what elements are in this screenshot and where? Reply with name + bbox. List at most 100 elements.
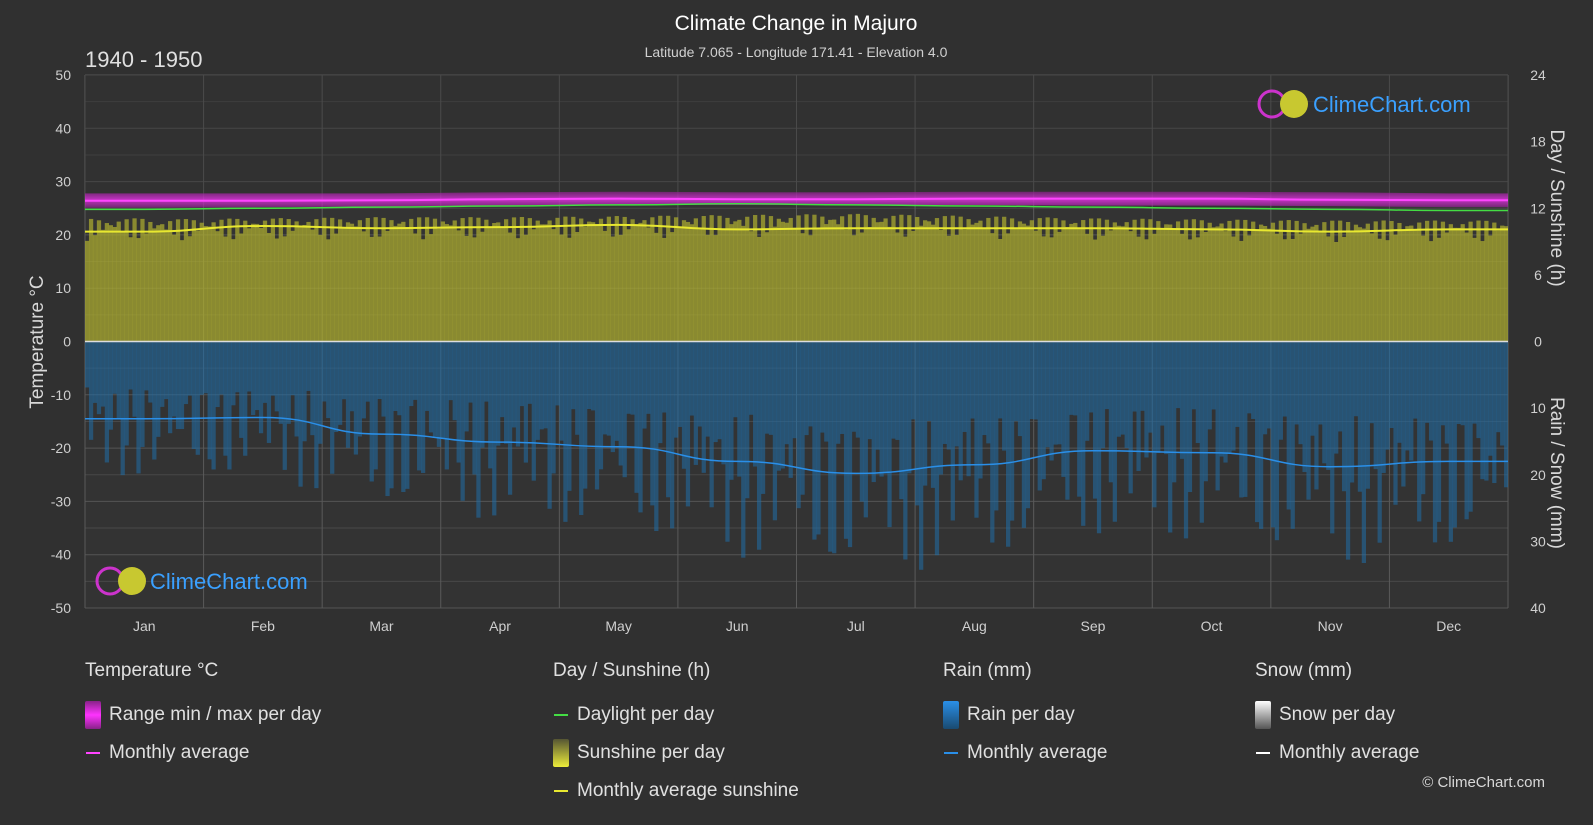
sunshine-day-bar [448,225,453,342]
sunshine-day-bar [326,239,331,342]
sunshine-day-bar [855,213,861,342]
rain-day-bar [215,341,220,408]
rain-day-bar [836,341,841,444]
sunshine-day-bar [610,236,615,342]
rain-day-bar [420,341,426,473]
sunshine-day-bar [1405,226,1410,342]
sunshine-day-bar [144,233,149,342]
legend-item: Monthly average [109,742,250,763]
rain-day-bar [1310,341,1315,436]
sunshine-day-bar [262,220,268,342]
rain-day-bar [555,341,560,406]
sunshine-day-bar [1314,224,1319,342]
sunshine-day-bar [543,224,548,342]
rain-day-bar [820,341,825,433]
sunshine-day-bar [1353,224,1359,342]
rain-day-bar [1432,341,1438,543]
rain-day-bar [1104,341,1110,410]
rain-day-bar [1468,341,1473,512]
rain-day-bar [1017,341,1023,437]
left-tick-label: 50 [55,67,71,83]
rain-day-bar [1334,341,1339,454]
rain-day-bar [1085,341,1090,441]
sunshine-day-bar [772,226,778,342]
sunshine-day-bar [215,231,220,342]
sunshine-day-bar [1444,232,1450,342]
sunshine-day-bar [227,218,232,342]
sunshine-day-bar [685,221,691,342]
sunshine-day-bar [274,238,279,342]
sunshine-day-bar [642,220,647,342]
sunshine-day-bar [436,228,442,342]
rain-day-bar [816,341,821,535]
rain-day-bar [104,341,110,463]
sunshine-day-bar [1484,220,1489,342]
sunshine-day-bar [1219,223,1224,342]
sunshine-day-bar [630,219,635,342]
sunshine-day-bar [223,236,228,342]
rain-day-bar [1357,341,1363,492]
sunshine-day-bar [515,238,521,342]
rain-day-bar [341,341,347,400]
rain-day-bar [788,341,793,478]
rain-day-bar [171,341,177,417]
rain-day-bar [1464,341,1469,520]
sunshine-day-bar [1203,231,1208,342]
sunshine-day-bar [377,236,382,342]
sunshine-day-bar [1397,222,1402,342]
sunshine-day-bar [1187,239,1193,342]
rain-day-bar [594,341,600,490]
sunshine-day-bar [729,224,734,342]
sunshine-day-bar [432,218,438,342]
rain-day-bar [1452,341,1457,528]
rain-day-bar [539,341,544,430]
rain-day-bar [587,341,592,410]
rain-day-bar [1472,341,1477,424]
rain-day-bar [697,341,702,427]
sunshine-day-bar [998,238,1003,342]
rain-day-bar [551,341,556,474]
sunshine-day-bar [650,217,655,342]
rain-swatch [943,701,959,729]
sunshine-day-bar [195,230,200,342]
sunshine-day-bar [369,236,374,342]
rain-day-bar [128,341,133,390]
rain-day-bar [108,341,113,430]
sunshine-day-bar [1393,234,1398,342]
sunshine-day-bar [302,224,307,342]
rain-day-bar [1231,341,1236,451]
rain-day-bar [1168,341,1173,533]
legend-item: Daylight per day [577,704,715,725]
sunshine-day-bar [539,224,544,342]
sunshine-day-bar [1116,225,1121,342]
rain-day-bar [1065,341,1070,500]
rain-day-bar [385,341,390,497]
rain-day-bar [195,341,200,455]
sunshine-day-bar [824,224,829,342]
right-tick-label-sunshine: 12 [1530,200,1546,216]
sunshine-day-bar [298,225,303,342]
rain-day-bar [314,341,319,489]
left-tick-label: 40 [55,120,71,136]
rain-day-bar [1053,341,1058,445]
sunshine-day-bar [1089,218,1094,342]
rain-day-bar [583,341,588,489]
rain-day-bar [1073,341,1078,416]
rain-day-bar [930,341,936,488]
sunshine-day-bar [938,229,944,342]
rain-day-bar [749,341,754,415]
sunshine-day-bar [168,221,173,342]
rain-day-bar [772,341,778,521]
sunshine-day-bar [373,217,378,342]
rain-day-bar [377,341,382,400]
rain-day-bar [812,341,817,540]
rain-day-bar [685,341,691,507]
sunshine-day-bar [156,225,161,342]
sunshine-day-bar [405,228,410,342]
sunshine-day-bar [191,220,196,342]
rain-day-bar [1049,341,1054,461]
sunshine-day-bar [733,221,738,342]
sunshine-day-bar [697,229,702,342]
rain-bars [85,341,1508,570]
sunshine-day-bar [1175,221,1181,342]
